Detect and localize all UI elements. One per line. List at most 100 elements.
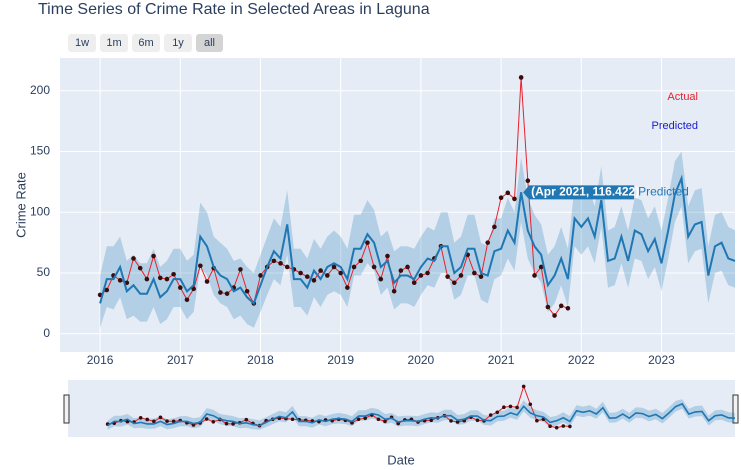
data-point: [211, 419, 216, 424]
data-point: [138, 415, 143, 420]
data-point: [545, 304, 551, 310]
x-tick-label: 2016: [87, 353, 114, 367]
data-point: [455, 420, 460, 424]
data-point: [365, 240, 370, 245]
data-point: [158, 415, 163, 420]
data-point: [151, 253, 156, 259]
y-tick-label: 100: [30, 204, 50, 218]
data-point: [218, 290, 223, 295]
data-point: [345, 285, 350, 290]
data-point: [278, 261, 283, 266]
range-button[interactable]: [164, 34, 192, 52]
data-point: [405, 264, 410, 270]
range-handle-left[interactable]: [63, 394, 70, 424]
data-point: [532, 273, 537, 278]
data-point: [224, 421, 229, 426]
plot-background: [60, 58, 735, 352]
hover-series-name: Predicted: [638, 185, 689, 199]
data-point: [331, 264, 337, 270]
data-point: [458, 273, 464, 278]
y-tick-label: 150: [30, 144, 50, 158]
range-button-label[interactable]: 6m: [138, 37, 153, 49]
data-point: [429, 418, 434, 423]
range-button-label[interactable]: all: [204, 37, 215, 49]
data-point: [508, 404, 513, 409]
data-point: [198, 263, 203, 269]
data-point: [325, 273, 330, 278]
data-point: [475, 418, 480, 423]
range-button[interactable]: [100, 34, 128, 52]
x-tick-label: 2020: [408, 353, 435, 367]
hover-box: [523, 185, 635, 200]
data-point: [518, 75, 524, 80]
data-point: [376, 417, 381, 422]
data-point: [271, 258, 277, 264]
data-point: [488, 413, 493, 417]
data-point: [145, 417, 150, 422]
range-handle-right[interactable]: [732, 394, 739, 424]
range-button-label[interactable]: 1w: [75, 37, 89, 49]
data-point: [568, 424, 572, 429]
data-point: [452, 280, 457, 286]
data-point: [184, 297, 190, 303]
x-axis-title: Date: [387, 452, 414, 467]
data-point: [521, 384, 526, 389]
data-point: [391, 288, 397, 294]
data-point: [318, 268, 323, 273]
data-point: [171, 271, 176, 277]
legend-label: Actual: [667, 91, 698, 103]
data-point: [165, 419, 169, 423]
x-tick-label: 2018: [247, 353, 274, 367]
hover-text: (Apr 2021, 116.422): [531, 185, 639, 199]
data-point: [104, 287, 110, 293]
range-button[interactable]: [68, 34, 96, 52]
data-point: [258, 273, 263, 278]
data-point: [244, 288, 250, 294]
data-point: [290, 417, 295, 422]
data-point: [425, 270, 430, 276]
data-point: [238, 267, 243, 272]
legend-label: Predicted: [652, 120, 698, 132]
data-point: [472, 270, 477, 276]
data-point: [561, 424, 566, 428]
data-point: [131, 256, 136, 261]
range-button[interactable]: [196, 34, 223, 52]
data-point: [478, 274, 484, 279]
data-point: [371, 264, 377, 270]
data-point: [244, 417, 249, 422]
y-tick-label: 0: [43, 326, 50, 340]
data-point: [502, 405, 506, 410]
range-button-label[interactable]: 1y: [172, 37, 184, 49]
data-point: [445, 274, 450, 279]
x-tick-label: 2022: [568, 353, 595, 367]
y-tick-label: 200: [30, 83, 50, 97]
data-point: [298, 270, 303, 276]
data-point: [385, 253, 390, 259]
range-button[interactable]: [132, 34, 160, 52]
data-point: [498, 195, 504, 201]
range-slider[interactable]: [68, 380, 735, 437]
data-point: [137, 265, 143, 271]
data-point: [358, 258, 364, 264]
series-line: [107, 402, 736, 427]
data-point: [492, 224, 497, 230]
x-tick-label: 2019: [327, 353, 354, 367]
x-tick-label: 2017: [167, 353, 194, 367]
data-point: [548, 424, 552, 429]
data-point: [485, 240, 491, 245]
range-button-label[interactable]: 1m: [106, 37, 121, 49]
data-point: [538, 264, 544, 270]
data-point: [311, 278, 317, 283]
data-point: [449, 419, 453, 423]
data-point: [152, 419, 156, 424]
data-point: [525, 178, 531, 184]
y-tick-label: 50: [37, 265, 51, 279]
data-point: [204, 279, 210, 284]
data-point: [177, 285, 183, 290]
data-point: [204, 417, 209, 421]
series-line: [99, 174, 736, 306]
data-point: [304, 274, 310, 279]
data-point: [231, 422, 235, 426]
data-point: [338, 270, 343, 276]
